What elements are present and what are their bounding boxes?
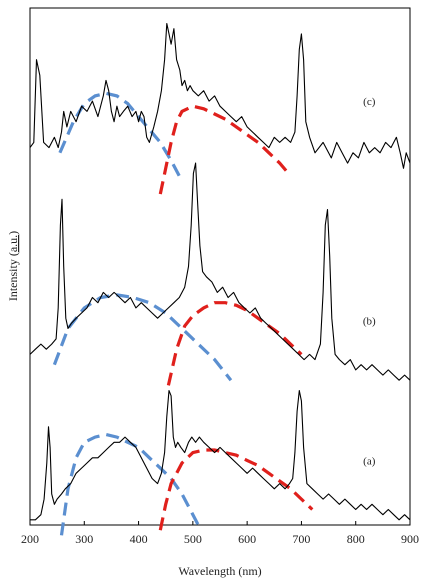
x-tick-label-500: 500 bbox=[184, 532, 202, 546]
fit-curve-blue-5 bbox=[59, 432, 203, 536]
fit-curve-blue-1 bbox=[58, 91, 181, 177]
x-tick-label-200: 200 bbox=[21, 532, 39, 546]
y-axis-title-end: ) bbox=[6, 231, 20, 235]
x-tick-label-600: 600 bbox=[238, 532, 256, 546]
fit-curve-red-6 bbox=[158, 448, 314, 531]
y-axis-title: Intensity (a.u.) bbox=[6, 231, 20, 301]
x-tick-label-300: 300 bbox=[75, 532, 93, 546]
y-axis-title-start: Intensity ( bbox=[6, 252, 20, 301]
y-axis-title-unit: a.u. bbox=[6, 235, 20, 252]
curve-label-b: (b) bbox=[363, 316, 376, 328]
x-axis-title: Wavelength (nm) bbox=[178, 564, 261, 578]
curve-label-c: (c) bbox=[363, 96, 376, 108]
x-tick-label-400: 400 bbox=[130, 532, 148, 546]
spectrum-line-b bbox=[29, 162, 411, 381]
x-tick-label-700: 700 bbox=[292, 532, 310, 546]
spectrum-line-a bbox=[30, 390, 411, 521]
fit-curve-blue-3 bbox=[52, 293, 233, 382]
x-tick-label-800: 800 bbox=[347, 532, 365, 546]
plot-frame bbox=[29, 7, 411, 526]
fit-curve-red-4 bbox=[166, 301, 303, 386]
spectra-series bbox=[29, 22, 411, 521]
spectrum-line-c bbox=[29, 22, 411, 169]
fit-curves bbox=[52, 91, 314, 536]
x-axis-ticks: 200 300 400 500 600 700 800 900 bbox=[21, 521, 419, 546]
fit-curve-red-2 bbox=[158, 104, 292, 195]
curve-labels: (c) (b) (a) bbox=[363, 96, 376, 468]
x-tick-label-900: 900 bbox=[401, 532, 419, 546]
curve-label-a: (a) bbox=[363, 456, 376, 468]
